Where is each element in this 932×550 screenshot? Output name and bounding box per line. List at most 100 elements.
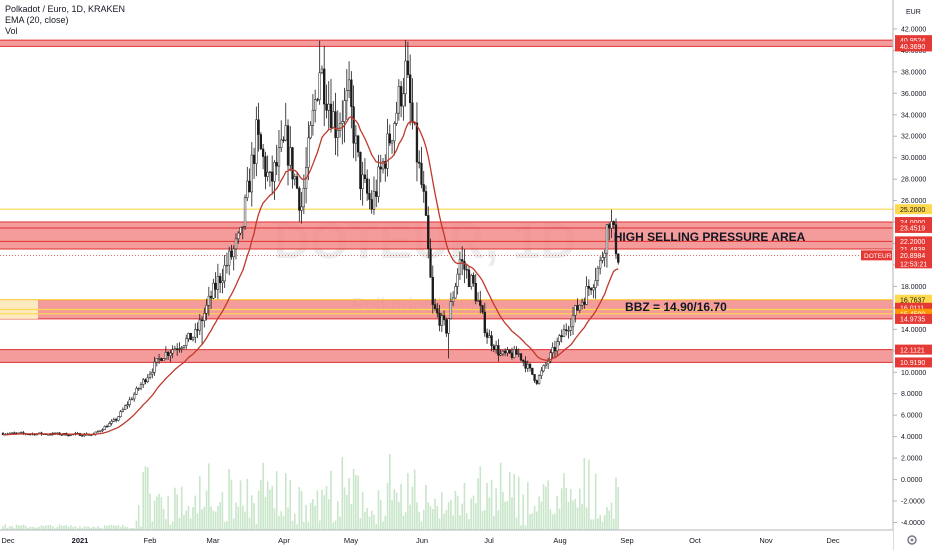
volume-bar [524, 525, 527, 530]
volume-bar [434, 498, 436, 530]
candle-body [314, 99, 317, 111]
volume-bar [293, 513, 296, 530]
volume-bar [400, 483, 402, 530]
candle-body [558, 335, 561, 342]
volume-bar [257, 490, 260, 530]
candle-body [377, 166, 380, 197]
candle-body [151, 372, 154, 375]
volume-bar [594, 473, 597, 530]
volume-bar [398, 501, 400, 530]
candle-body [173, 348, 177, 351]
volume-bar [382, 521, 384, 530]
volume-bar [51, 526, 54, 530]
volume-bar [194, 495, 197, 530]
volume-bar [574, 498, 577, 530]
candle-body [580, 301, 584, 306]
candle-body [492, 345, 496, 350]
candle-body [155, 358, 158, 363]
volume-bar [99, 527, 102, 530]
volume-bar [377, 490, 380, 530]
volume-bar [223, 522, 226, 530]
volume-bar [296, 524, 298, 530]
candle-body [571, 314, 575, 328]
volume-bar [156, 496, 158, 530]
volume-bar [402, 515, 405, 530]
volume-bar [323, 495, 326, 530]
price-axis[interactable]: EUR -4.0000 -2.0000 0.0000 2.0000 4.0000 6.00… [861, 0, 932, 550]
volume-bar [357, 475, 359, 530]
volume-bar [90, 527, 93, 530]
volume-bar [538, 496, 540, 530]
candle-body [325, 103, 328, 111]
candle-body [454, 286, 457, 299]
volume-bar [167, 495, 169, 530]
volume-bar [122, 524, 124, 530]
volume-bar [549, 509, 552, 530]
x-tick-label: Dec [826, 536, 840, 545]
candle-body [60, 434, 63, 436]
candle-body [587, 286, 591, 289]
volume-bar [551, 514, 554, 530]
candle-body [356, 135, 360, 153]
y-tick-label: 38.0000 [901, 69, 926, 76]
volume-bar [572, 500, 574, 530]
candle-body [164, 352, 168, 359]
candle-body [427, 215, 430, 249]
level-tag [895, 217, 932, 228]
volume-bar [230, 479, 233, 530]
x-tick-label: Mar [207, 536, 220, 545]
level-tag [895, 236, 932, 247]
candle-body [476, 300, 480, 302]
volume-bar [13, 527, 16, 530]
last-price-countdown: 12:53:21 [900, 261, 927, 268]
price-zone [0, 40, 893, 47]
candle-body [160, 358, 163, 361]
volume-bar [201, 508, 203, 530]
candle-body [397, 86, 401, 114]
level-tag-label: 40.3690 [900, 44, 925, 51]
candle-body [553, 347, 557, 352]
candle-body [300, 206, 303, 211]
candle-body [110, 420, 113, 424]
time-axis[interactable]: Dec 2021 Feb Mar Apr May Jun Jul Aug Sep Oct Nov Dec [0, 529, 893, 550]
candle-body [99, 430, 102, 432]
candle-body [533, 374, 536, 381]
volume-bar [590, 519, 592, 530]
candle-body [225, 264, 229, 267]
last-price-value: 20.8984 [900, 253, 925, 260]
volume-bar [113, 525, 115, 530]
volume-bar [140, 526, 142, 530]
candle-body [273, 162, 276, 182]
candle-body [424, 191, 428, 216]
candle-body [302, 187, 305, 208]
candle-body [490, 335, 493, 347]
candle-body [309, 125, 312, 139]
volume-bar [615, 477, 617, 530]
candle-body [345, 90, 348, 101]
volume-bar [228, 469, 230, 530]
candle-body [255, 119, 258, 164]
gear-icon[interactable] [907, 535, 917, 545]
volume-bar [545, 486, 547, 530]
volume-bar [529, 514, 531, 530]
level-tag [895, 35, 932, 46]
ema-line [3, 115, 619, 436]
candle-body [578, 305, 581, 311]
candle-body [583, 301, 586, 305]
volume-bar [15, 524, 18, 530]
volume-bar [416, 502, 418, 530]
candle-body [81, 435, 84, 437]
x-tick-label: Oct [689, 536, 702, 545]
candle-body [546, 360, 550, 365]
volume-bar [183, 514, 185, 530]
candle-body [336, 130, 339, 138]
volume-bar [174, 487, 176, 530]
volume-bar [334, 520, 337, 530]
volume-bar [411, 486, 414, 530]
volume-bar [108, 525, 111, 530]
candle-body [474, 283, 477, 302]
candle-body [372, 191, 376, 210]
candle-body [594, 280, 597, 288]
candle-body [114, 419, 118, 421]
